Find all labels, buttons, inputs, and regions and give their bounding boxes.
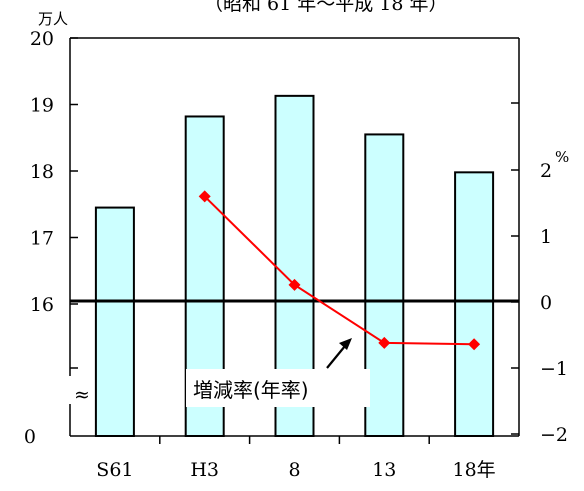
annotation-box — [186, 369, 370, 407]
growth-rate-point — [198, 190, 211, 203]
category-label: 8 — [288, 459, 300, 481]
left-tick-label: 19 — [30, 95, 54, 117]
right-tick-label: 0 — [540, 292, 552, 314]
growth-rate-point — [468, 338, 481, 351]
left-axis-unit: 万人 — [38, 10, 68, 28]
growth-rate-line — [203, 195, 475, 346]
bar — [364, 133, 405, 438]
category-label: S61 — [96, 459, 133, 481]
growth-rate-point — [288, 278, 301, 291]
category-label: H3 — [190, 459, 219, 481]
left-tick-label: 17 — [30, 228, 54, 250]
growth-rate-series — [198, 190, 481, 351]
chart-subtitle: （昭和 61 年～平成 18 年） — [204, 0, 448, 15]
left-tick-label: 20 — [30, 28, 54, 50]
annotation-arrowhead — [339, 338, 352, 350]
left-tick-label: 18 — [30, 161, 54, 183]
category-label: 18年 — [453, 459, 496, 481]
right-tick-label: −1 — [540, 358, 568, 380]
bar — [94, 206, 135, 437]
right-tick-label: 1 — [540, 226, 552, 248]
axes: 20 19 18 17 16 0 ≈ 万人 2 1 0 −1 −2% — [24, 10, 569, 448]
axis-break-symbol: ≈ — [74, 384, 90, 406]
category-labels: S61 H3 8 13 18年 — [96, 459, 495, 481]
left-tick-label-zero: 0 — [24, 426, 36, 448]
growth-rate-point — [378, 336, 391, 349]
right-tick-label: 2 — [540, 160, 552, 182]
right-tick-label: −2 — [540, 424, 568, 446]
category-label: 13 — [372, 459, 396, 481]
bar — [454, 171, 495, 438]
annotation-label: 増減率(年率) — [193, 378, 309, 402]
left-tick-label: 16 — [30, 294, 54, 316]
right-axis-unit: % — [555, 148, 569, 166]
annotation-arrow — [326, 345, 346, 369]
